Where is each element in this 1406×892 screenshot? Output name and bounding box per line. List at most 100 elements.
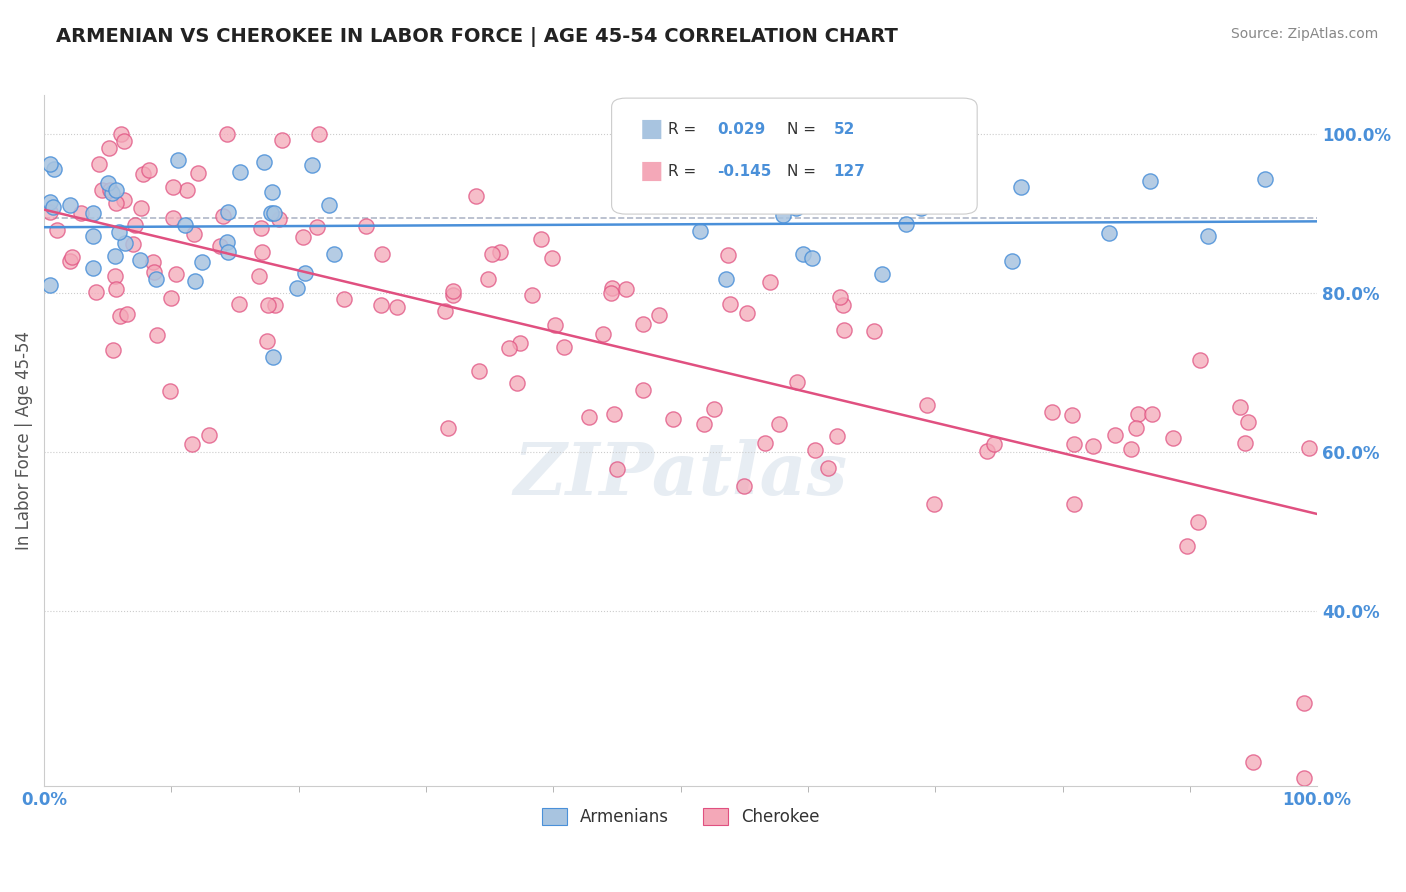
Cherokee xyxy=(804,443,827,458)
Cherokee xyxy=(441,288,464,302)
Cherokee xyxy=(1104,428,1126,442)
Armenians xyxy=(39,195,62,210)
Cherokee xyxy=(831,298,853,312)
Cherokee xyxy=(631,383,654,397)
Armenians xyxy=(262,185,284,199)
Cherokee xyxy=(103,343,125,358)
Cherokee xyxy=(661,412,683,426)
Cherokee xyxy=(180,436,202,450)
Cherokee xyxy=(754,436,776,450)
Cherokee xyxy=(735,305,758,319)
Cherokee xyxy=(915,398,938,412)
Armenians xyxy=(872,267,894,281)
Armenians xyxy=(294,266,316,280)
Cherokee xyxy=(553,340,575,354)
Cherokee xyxy=(1294,771,1316,785)
Armenians xyxy=(38,277,60,292)
Cherokee xyxy=(600,281,623,295)
Cherokee xyxy=(142,254,165,268)
Cherokee xyxy=(159,384,181,398)
Cherokee xyxy=(733,479,755,493)
Cherokee xyxy=(1060,409,1083,423)
Text: ARMENIAN VS CHEROKEE IN LABOR FORCE | AGE 45-54 CORRELATION CHART: ARMENIAN VS CHEROKEE IN LABOR FORCE | AG… xyxy=(56,27,898,46)
Cherokee xyxy=(146,328,169,343)
Cherokee xyxy=(291,230,314,244)
Text: ■: ■ xyxy=(640,160,664,183)
Armenians xyxy=(301,158,323,172)
Cherokee xyxy=(333,292,356,306)
Armenians xyxy=(82,228,104,243)
Armenians xyxy=(263,206,285,220)
Armenians xyxy=(97,176,120,190)
Armenians xyxy=(689,224,711,238)
Cherokee xyxy=(983,437,1005,451)
Cherokee xyxy=(264,298,287,312)
Cherokee xyxy=(464,188,486,202)
Cherokee xyxy=(1083,439,1105,453)
Cherokee xyxy=(717,248,740,262)
Armenians xyxy=(935,176,957,190)
Cherokee xyxy=(1063,497,1085,511)
Armenians xyxy=(101,186,124,200)
Armenians xyxy=(38,157,60,171)
Cherokee xyxy=(308,128,330,142)
Cherokee xyxy=(1234,435,1257,450)
Armenians xyxy=(1001,253,1024,268)
Cherokee xyxy=(506,376,529,391)
Cherokee xyxy=(592,326,614,341)
Armenians xyxy=(41,200,63,214)
Cherokee xyxy=(110,128,132,142)
Armenians xyxy=(174,219,197,233)
Cherokee xyxy=(1175,539,1198,553)
Cherokee xyxy=(1189,352,1212,367)
Armenians xyxy=(896,217,918,231)
Armenians xyxy=(108,225,131,239)
Cherokee xyxy=(703,402,725,417)
Cherokee xyxy=(768,417,790,431)
Cherokee xyxy=(1063,437,1085,451)
Armenians xyxy=(1010,180,1032,194)
Armenians xyxy=(785,201,807,215)
Cherokee xyxy=(1292,696,1315,710)
Armenians xyxy=(184,274,207,288)
Armenians xyxy=(898,194,921,208)
Cherokee xyxy=(520,287,543,301)
Y-axis label: In Labor Force | Age 45-54: In Labor Force | Age 45-54 xyxy=(15,331,32,549)
Cherokee xyxy=(62,250,84,264)
Cherokee xyxy=(578,409,600,424)
Cherokee xyxy=(105,196,128,211)
Cherokee xyxy=(176,183,198,197)
Cherokee xyxy=(832,323,855,337)
Armenians xyxy=(42,161,65,176)
Cherokee xyxy=(138,163,160,178)
Armenians xyxy=(104,249,127,263)
Cherokee xyxy=(69,206,91,220)
Cherokee xyxy=(648,309,671,323)
Text: ZIPatlas: ZIPatlas xyxy=(513,439,848,510)
Cherokee xyxy=(1121,442,1143,456)
Text: -0.145: -0.145 xyxy=(717,164,772,178)
Text: N =: N = xyxy=(787,164,821,178)
Cherokee xyxy=(165,267,187,281)
Cherokee xyxy=(117,307,139,321)
Cherokee xyxy=(825,429,848,443)
Cherokee xyxy=(606,462,628,476)
Cherokee xyxy=(600,286,623,301)
Cherokee xyxy=(786,375,808,389)
Armenians xyxy=(1197,229,1219,244)
Cherokee xyxy=(488,244,510,259)
Cherokee xyxy=(976,444,998,458)
Armenians xyxy=(229,165,252,179)
Cherokee xyxy=(256,334,278,349)
Cherokee xyxy=(160,291,183,305)
Text: R =: R = xyxy=(668,122,702,136)
Text: 0.029: 0.029 xyxy=(717,122,765,136)
Cherokee xyxy=(247,269,270,284)
Cherokee xyxy=(631,318,654,332)
Text: Source: ZipAtlas.com: Source: ZipAtlas.com xyxy=(1230,27,1378,41)
Cherokee xyxy=(434,304,457,318)
Cherokee xyxy=(87,157,110,171)
Cherokee xyxy=(468,363,491,377)
Cherokee xyxy=(1236,415,1258,429)
Cherokee xyxy=(862,324,884,338)
